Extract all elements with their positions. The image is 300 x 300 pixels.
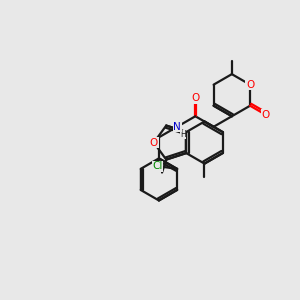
Text: H: H bbox=[181, 130, 186, 139]
Text: O: O bbox=[191, 93, 200, 103]
Text: O: O bbox=[261, 110, 270, 120]
Text: N: N bbox=[173, 122, 181, 132]
Text: Cl: Cl bbox=[152, 161, 163, 171]
Text: O: O bbox=[246, 80, 254, 90]
Text: O: O bbox=[150, 138, 158, 148]
